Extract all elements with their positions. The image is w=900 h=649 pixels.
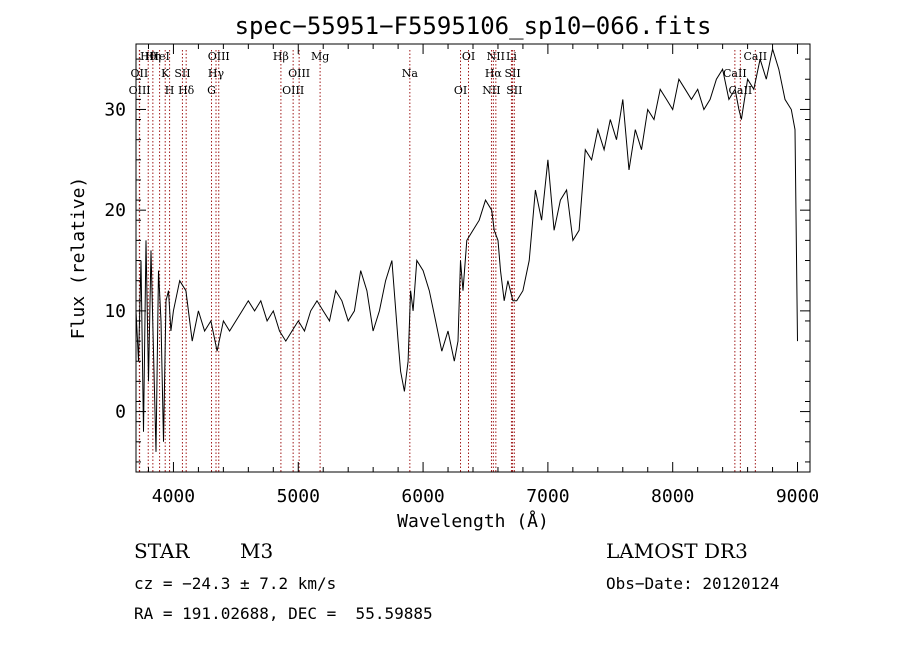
line-label: Hη	[145, 50, 161, 63]
y-axis-ticks: 0 10 20 30	[104, 58, 810, 463]
redshift-readout: cz = −24.3 ± 7.2 km/s	[134, 574, 337, 593]
x-tick-label: 8000	[651, 486, 694, 507]
y-tick-label: 0	[115, 402, 126, 423]
line-label: OI	[454, 84, 467, 97]
observation-date: Obs−Date: 20120124	[606, 574, 780, 593]
line-label: CaII	[723, 67, 747, 80]
line-label: HeI	[149, 50, 169, 63]
line-label: H	[165, 84, 175, 97]
line-label: Hδ	[178, 84, 195, 97]
x-tick-label: 7000	[526, 486, 569, 507]
plot-frame	[135, 43, 811, 473]
spectral-line-labels: HθOIIOIIIHηKHHeISIIHδOIIIHγGHβOIIIOIIIMg…	[129, 50, 768, 97]
x-axis-ticks: 4000 5000 6000 7000 8000 9000	[147, 44, 819, 507]
x-tick-label: 4000	[152, 486, 195, 507]
y-tick-label: 10	[104, 301, 126, 322]
line-label: Hγ	[208, 67, 225, 80]
chart-title: spec−55951−F5595106_sp10−066.fits	[235, 12, 712, 40]
line-label: SII	[174, 67, 190, 80]
line-label: Hθ	[140, 50, 157, 63]
line-label: G	[207, 84, 216, 97]
object-subclass: M3	[240, 539, 274, 563]
x-tick-label: 5000	[277, 486, 320, 507]
line-label: OI	[462, 50, 475, 63]
line-label: OIII	[129, 84, 151, 97]
line-label: Hα	[485, 67, 503, 80]
line-label: Na	[402, 67, 419, 80]
line-label: OIII	[208, 50, 230, 63]
line-label: NII	[487, 50, 505, 63]
line-label: Li	[506, 50, 517, 63]
line-label: Hβ	[273, 50, 289, 63]
x-tick-label: 6000	[401, 486, 444, 507]
line-label: NII	[482, 84, 500, 97]
survey-name: LAMOST DR3	[606, 539, 748, 563]
object-class: STAR	[134, 539, 190, 563]
spectrum-series-line	[135, 48, 798, 452]
line-label: SII	[506, 84, 522, 97]
x-tick-label: 9000	[776, 486, 819, 507]
y-tick-label: 30	[104, 99, 126, 120]
line-label: Mg	[311, 50, 329, 63]
line-label: OIII	[288, 67, 310, 80]
spectral-line-markers	[138, 50, 756, 472]
x-axis-label: Wavelength (Å)	[397, 510, 549, 532]
line-label: OII	[131, 67, 149, 80]
coordinates-readout: RA = 191.02688, DEC = 55.59885	[134, 604, 433, 623]
line-label: K	[161, 67, 170, 80]
line-label: CaII	[743, 50, 767, 63]
line-label: SII	[504, 67, 520, 80]
line-label: OIII	[282, 84, 304, 97]
y-tick-label: 20	[104, 200, 126, 221]
y-axis-label: Flux (relative)	[68, 177, 89, 340]
